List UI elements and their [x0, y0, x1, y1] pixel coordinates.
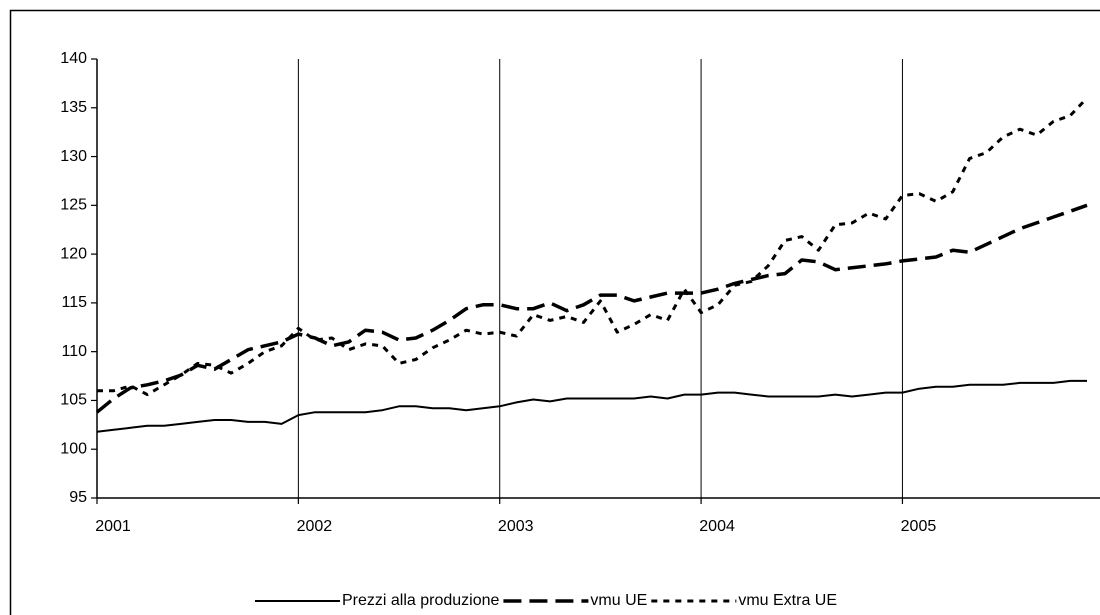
y-tick-label: 105 — [60, 392, 87, 409]
chart-border — [9, 9, 1100, 615]
series-line — [96, 379, 1087, 433]
x-tick-label: 2001 — [95, 518, 131, 535]
y-tick-label: 110 — [61, 343, 87, 360]
legend-label: vmu UE — [590, 592, 647, 609]
legend-label: Prezzi alla produzione — [342, 592, 500, 609]
x-tick-label: 2003 — [498, 518, 534, 535]
y-tick-label: 95 — [69, 489, 87, 506]
x-tick-label: 2005 — [901, 518, 937, 535]
x-tick-label: 2002 — [297, 518, 333, 535]
y-tick-label: 130 — [60, 148, 87, 165]
x-tick-label: 2004 — [699, 518, 735, 535]
y-tick-label: 135 — [60, 99, 87, 116]
legend-label: vmu Extra UE — [738, 592, 837, 609]
series-line — [95, 203, 1088, 414]
y-tick-label: 120 — [60, 245, 87, 262]
y-tick-label: 115 — [61, 294, 87, 311]
y-tick-label: 100 — [60, 440, 87, 457]
y-tick-label: 140 — [60, 50, 87, 67]
y-tick-label: 125 — [60, 197, 87, 214]
series-line — [97, 96, 1089, 397]
